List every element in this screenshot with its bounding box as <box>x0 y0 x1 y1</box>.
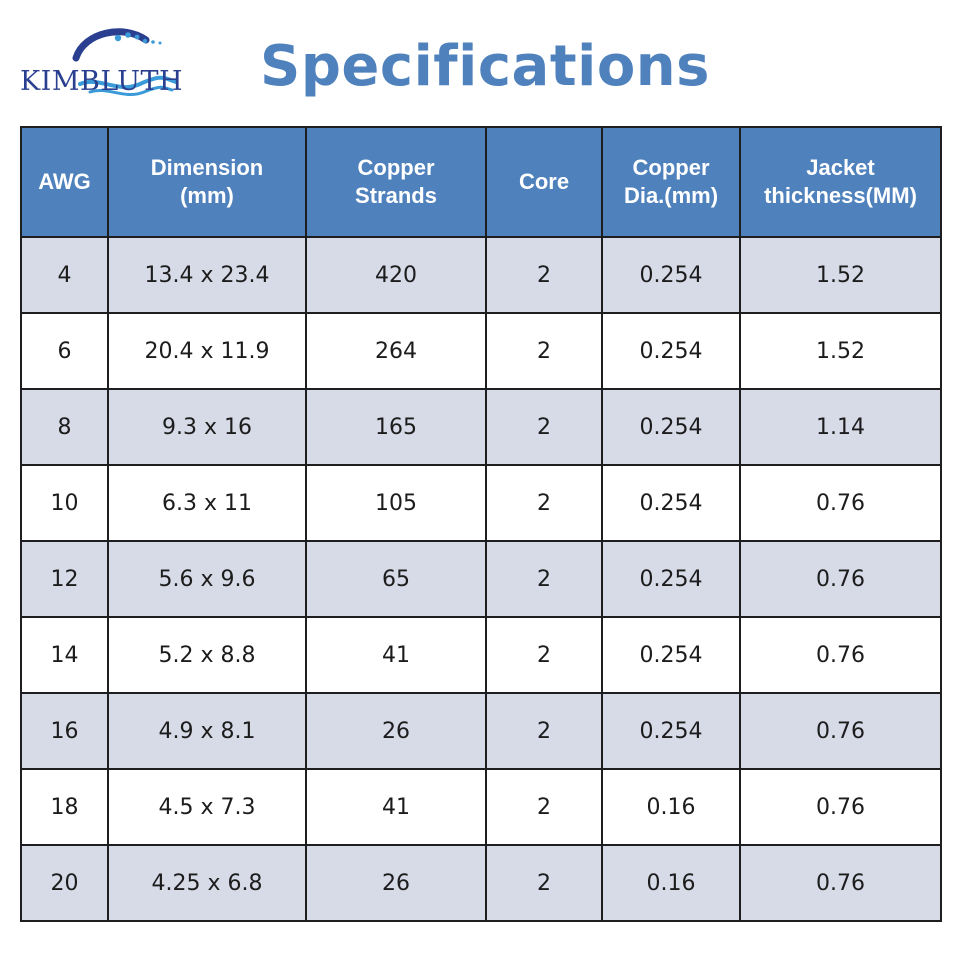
cell-copper-dia: 0.254 <box>601 692 741 770</box>
cell-core: 2 <box>485 540 603 618</box>
cell-awg: 20 <box>20 844 109 922</box>
table-row: 16 4.9 x 8.1 26 2 0.254 0.76 <box>20 692 942 770</box>
column-header-awg: AWG <box>20 126 109 238</box>
cell-dimension: 4.5 x 7.3 <box>107 768 307 846</box>
column-header-dimension: Dimension (mm) <box>107 126 307 238</box>
cell-awg: 4 <box>20 236 109 314</box>
cell-jacket-thickness: 0.76 <box>739 768 942 846</box>
cell-core: 2 <box>485 464 603 542</box>
cell-dimension: 6.3 x 11 <box>107 464 307 542</box>
cell-copper-strands: 26 <box>305 844 487 922</box>
table-row: 18 4.5 x 7.3 41 2 0.16 0.76 <box>20 768 942 846</box>
cell-awg: 8 <box>20 388 109 466</box>
cell-copper-strands: 165 <box>305 388 487 466</box>
cell-jacket-thickness: 0.76 <box>739 844 942 922</box>
table-row: 12 5.6 x 9.6 65 2 0.254 0.76 <box>20 540 942 618</box>
cell-copper-dia: 0.254 <box>601 616 741 694</box>
column-header-copper-dia: Copper Dia.(mm) <box>601 126 741 238</box>
cell-awg: 16 <box>20 692 109 770</box>
cell-copper-strands: 26 <box>305 692 487 770</box>
page-title: Specifications <box>260 34 710 99</box>
table-row: 8 9.3 x 16 165 2 0.254 1.14 <box>20 388 942 466</box>
table-row: 4 13.4 x 23.4 420 2 0.254 1.52 <box>20 236 942 314</box>
column-header-core: Core <box>485 126 603 238</box>
cell-copper-dia: 0.254 <box>601 464 741 542</box>
specifications-table: AWG Dimension (mm) Copper Strands Core C… <box>20 126 942 922</box>
cell-core: 2 <box>485 312 603 390</box>
cell-awg: 10 <box>20 464 109 542</box>
cell-jacket-thickness: 0.76 <box>739 692 942 770</box>
cell-dimension: 5.2 x 8.8 <box>107 616 307 694</box>
cell-copper-strands: 41 <box>305 768 487 846</box>
brand-logo: KIMBLUTH <box>14 18 204 108</box>
cell-copper-dia: 0.254 <box>601 312 741 390</box>
cell-awg: 18 <box>20 768 109 846</box>
cell-copper-dia: 0.254 <box>601 540 741 618</box>
cell-awg: 6 <box>20 312 109 390</box>
table-row: 6 20.4 x 11.9 264 2 0.254 1.52 <box>20 312 942 390</box>
cell-dimension: 9.3 x 16 <box>107 388 307 466</box>
cell-awg: 14 <box>20 616 109 694</box>
cell-copper-dia: 0.254 <box>601 236 741 314</box>
cell-dimension: 4.9 x 8.1 <box>107 692 307 770</box>
cell-core: 2 <box>485 616 603 694</box>
cell-awg: 12 <box>20 540 109 618</box>
cell-core: 2 <box>485 768 603 846</box>
cell-jacket-thickness: 0.76 <box>739 464 942 542</box>
cell-copper-dia: 0.254 <box>601 388 741 466</box>
cell-dimension: 20.4 x 11.9 <box>107 312 307 390</box>
table-row: 20 4.25 x 6.8 26 2 0.16 0.76 <box>20 844 942 922</box>
cell-dimension: 4.25 x 6.8 <box>107 844 307 922</box>
cell-copper-strands: 105 <box>305 464 487 542</box>
cell-core: 2 <box>485 236 603 314</box>
column-header-copper-strands: Copper Strands <box>305 126 487 238</box>
cell-core: 2 <box>485 844 603 922</box>
cell-core: 2 <box>485 388 603 466</box>
cell-jacket-thickness: 1.52 <box>739 312 942 390</box>
table-header-row: AWG Dimension (mm) Copper Strands Core C… <box>20 126 942 238</box>
cell-copper-strands: 41 <box>305 616 487 694</box>
cell-copper-strands: 65 <box>305 540 487 618</box>
cell-copper-strands: 420 <box>305 236 487 314</box>
cell-jacket-thickness: 0.76 <box>739 540 942 618</box>
cell-copper-dia: 0.16 <box>601 844 741 922</box>
cell-copper-strands: 264 <box>305 312 487 390</box>
cell-copper-dia: 0.16 <box>601 768 741 846</box>
cell-jacket-thickness: 1.14 <box>739 388 942 466</box>
column-header-jacket-thickness: Jacket thickness(MM) <box>739 126 942 238</box>
logo-wave-icon <box>72 28 178 97</box>
table-row: 10 6.3 x 11 105 2 0.254 0.76 <box>20 464 942 542</box>
cell-dimension: 13.4 x 23.4 <box>107 236 307 314</box>
cell-jacket-thickness: 1.52 <box>739 236 942 314</box>
cell-jacket-thickness: 0.76 <box>739 616 942 694</box>
cell-dimension: 5.6 x 9.6 <box>107 540 307 618</box>
cell-core: 2 <box>485 692 603 770</box>
brand-name: KIMBLUTH <box>20 66 184 97</box>
table-row: 14 5.2 x 8.8 41 2 0.254 0.76 <box>20 616 942 694</box>
